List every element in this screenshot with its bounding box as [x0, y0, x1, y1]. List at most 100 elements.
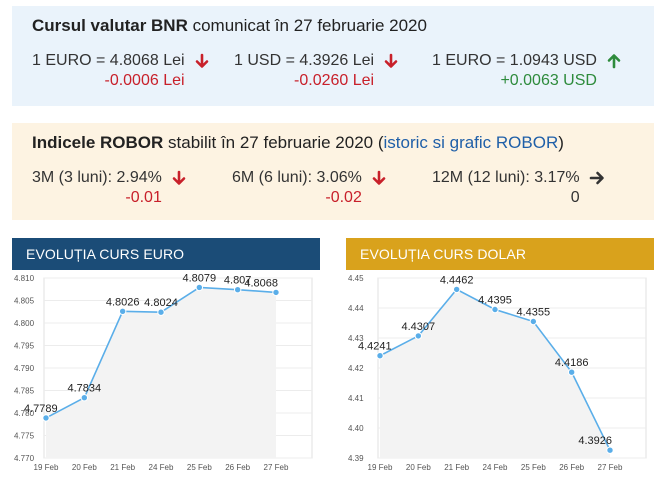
- data-point[interactable]: [452, 285, 461, 294]
- y-tick-label: 4.785: [14, 387, 35, 396]
- rate-label: 12M (12 luni): 3.17%: [432, 169, 580, 186]
- x-tick-label: 27 Feb: [598, 463, 623, 472]
- robor-12m: 12M (12 luni): 3.17% 0: [432, 169, 606, 207]
- data-label: 4.7789: [24, 403, 58, 415]
- y-tick-label: 4.790: [14, 364, 35, 373]
- euro-chart-title: EVOLUȚIA CURS EURO: [12, 238, 320, 270]
- robor-history-link[interactable]: istoric si grafic ROBOR: [383, 133, 559, 152]
- data-point[interactable]: [606, 446, 614, 454]
- y-tick-label: 4.44: [348, 304, 364, 313]
- x-tick-label: 26 Feb: [225, 463, 250, 472]
- data-label: 4.8026: [106, 296, 140, 308]
- robor-title-bold: Indicele ROBOR: [32, 133, 164, 152]
- data-label: 4.3926: [578, 435, 612, 447]
- arrow-up-icon: [607, 54, 621, 69]
- robor-title: Indicele ROBOR stabilit în 27 februarie …: [32, 133, 564, 153]
- y-tick-label: 4.43: [348, 334, 364, 343]
- y-tick-label: 4.800: [14, 319, 35, 328]
- rate-label: 1 USD = 4.3926 Lei: [234, 52, 375, 69]
- rate-change: -0.02: [325, 189, 362, 206]
- data-point[interactable]: [567, 368, 576, 376]
- y-tick-label: 4.45: [348, 274, 364, 283]
- arrow-right-icon: [589, 171, 604, 185]
- y-tick-label: 4.795: [14, 342, 35, 351]
- x-tick-label: 21 Feb: [110, 463, 135, 472]
- y-tick-label: 4.805: [14, 297, 35, 306]
- data-label: 4.7834: [68, 383, 102, 395]
- data-point[interactable]: [414, 332, 423, 340]
- data-label: 4.4462: [440, 274, 474, 286]
- rate-change: -0.0006 Lei: [104, 72, 185, 89]
- robor-panel: Indicele ROBOR stabilit în 27 februarie …: [12, 123, 654, 220]
- rate-usd-lei: 1 USD = 4.3926 Lei -0.0260 Lei: [234, 52, 400, 90]
- x-tick-label: 26 Feb: [559, 463, 584, 472]
- data-label: 4.4186: [555, 357, 589, 369]
- rate-euro-usd: 1 EURO = 1.0943 USD +0.0063 USD: [432, 52, 623, 90]
- rate-label: 1 EURO = 4.8068 Lei: [32, 52, 185, 69]
- euro-chart-panel: EVOLUȚIA CURS EURO 4.810 4.805 4.800 4.795 4…: [12, 238, 320, 480]
- x-tick-label: 25 Feb: [187, 463, 212, 472]
- data-point[interactable]: [233, 286, 242, 294]
- data-point[interactable]: [42, 414, 50, 422]
- dolar-chart-title: EVOLUȚIA CURS DOLAR: [346, 238, 654, 270]
- data-label: 4.8068: [244, 277, 278, 289]
- y-tick-label: 4.41: [348, 394, 364, 403]
- arrow-down-icon: [195, 53, 208, 68]
- rate-label: 3M (3 luni): 2.94%: [32, 169, 162, 186]
- rate-label: 1 EURO = 1.0943 USD: [432, 52, 597, 69]
- bnr-title-date: comunicat în 27 februarie 2020: [187, 16, 427, 35]
- rate-change: -0.0260 Lei: [294, 72, 375, 89]
- data-point[interactable]: [529, 317, 538, 326]
- robor-6m: 6M (6 luni): 3.06% -0.02: [232, 169, 388, 207]
- x-tick-label: 20 Feb: [72, 463, 97, 472]
- data-label: 4.8024: [144, 297, 178, 309]
- y-tick-label: 4.780: [14, 409, 35, 418]
- rate-label: 6M (6 luni): 3.06%: [232, 169, 362, 186]
- euro-chart: 4.810 4.805 4.800 4.795 4.790 4.785 4.780 4.775…: [14, 272, 313, 472]
- robor-3m: 3M (3 luni): 2.94% -0.01: [32, 169, 188, 207]
- y-tick-label: 4.39: [348, 454, 364, 463]
- x-tick-label: 24 Feb: [149, 463, 174, 472]
- rate-euro-lei: 1 EURO = 4.8068 Lei -0.0006 Lei: [32, 52, 211, 90]
- dolar-chart-panel: EVOLUȚIA CURS DOLAR 4.45 4.44 4.43 4.42 4.41…: [346, 238, 654, 480]
- series-area: [46, 287, 276, 458]
- arrow-down-icon: [384, 53, 398, 68]
- y-tick-label: 4.40: [348, 424, 364, 433]
- bnr-rates-panel: Cursul valutar BNR comunicat în 27 febru…: [12, 6, 654, 106]
- data-label: 4.4241: [358, 341, 392, 353]
- data-point[interactable]: [272, 288, 280, 297]
- x-tick-label: 25 Feb: [521, 463, 546, 472]
- bnr-title: Cursul valutar BNR comunicat în 27 febru…: [32, 16, 427, 36]
- data-label: 4.4395: [478, 295, 512, 307]
- arrow-down-icon: [172, 170, 186, 185]
- y-tick-label: 4.775: [14, 432, 35, 441]
- x-tick-label: 19 Feb: [34, 463, 59, 472]
- data-point[interactable]: [157, 308, 165, 316]
- rate-change: -0.01: [125, 189, 162, 206]
- bnr-title-bold: Cursul valutar BNR: [32, 16, 188, 35]
- data-label: 4.807: [224, 275, 252, 287]
- dolar-chart: 4.45 4.44 4.43 4.42 4.41 4.40 4.39 19 Feb 20 Feb…: [348, 274, 647, 472]
- data-point[interactable]: [195, 283, 204, 292]
- data-label: 4.4355: [517, 307, 551, 319]
- x-tick-label: 27 Feb: [264, 463, 289, 472]
- y-tick-label: 4.42: [348, 364, 364, 373]
- data-point[interactable]: [80, 394, 89, 402]
- data-point[interactable]: [118, 307, 127, 315]
- x-tick-label: 20 Feb: [406, 463, 431, 472]
- data-label: 4.4307: [402, 321, 436, 333]
- rate-change: 0: [570, 189, 580, 206]
- y-tick-label: 4.770: [14, 454, 35, 463]
- robor-title-date: stabilit în 27 februarie 2020 (: [163, 133, 384, 152]
- x-tick-label: 24 Feb: [483, 463, 508, 472]
- data-point[interactable]: [376, 352, 384, 360]
- series-area: [380, 289, 610, 458]
- arrow-down-icon: [372, 170, 386, 185]
- rate-change: +0.0063 USD: [500, 72, 597, 89]
- robor-title-end: ): [558, 133, 564, 152]
- x-tick-label: 19 Feb: [368, 463, 393, 472]
- y-tick-label: 4.810: [14, 274, 35, 283]
- data-label: 4.8079: [183, 272, 217, 284]
- data-point[interactable]: [491, 305, 499, 314]
- x-tick-label: 21 Feb: [444, 463, 469, 472]
